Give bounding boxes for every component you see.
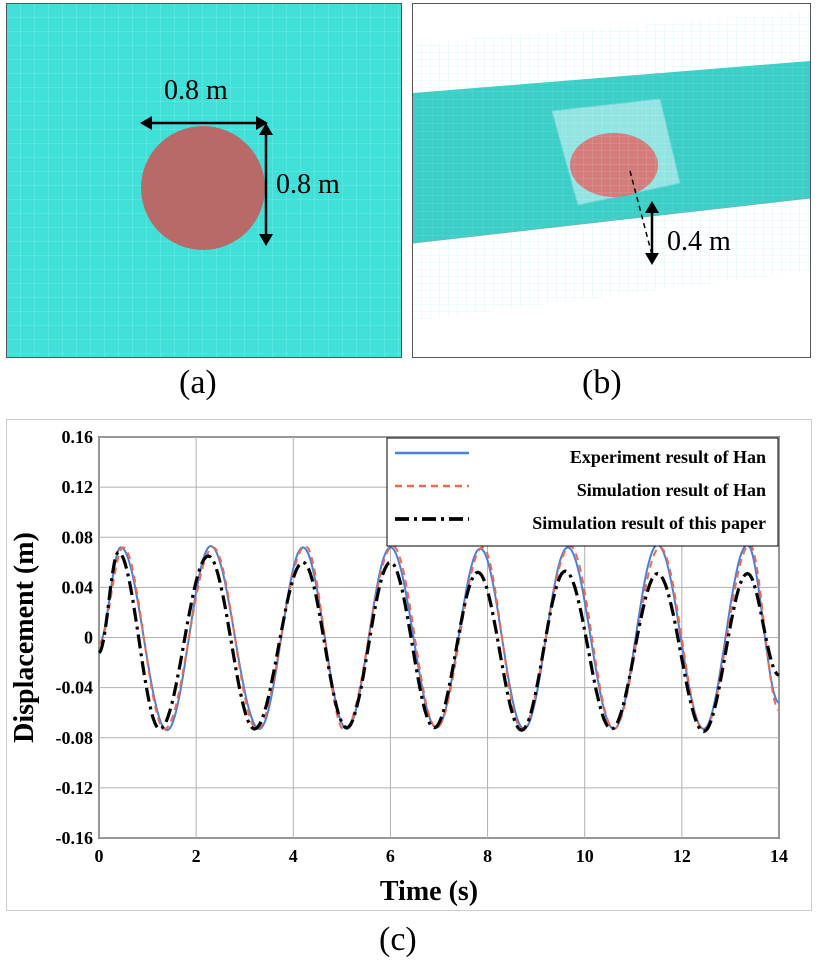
- x-tick-label: 0: [95, 846, 104, 866]
- legend-label: Simulation result of Han: [577, 480, 766, 500]
- x-tick-label: 10: [576, 846, 594, 866]
- depth-label: 0.4 m: [667, 226, 731, 257]
- width-label: 0.8 m: [164, 75, 228, 106]
- y-tick-label: 0.12: [62, 477, 94, 497]
- caption-c: (c): [379, 921, 417, 958]
- y-tick-label: 0: [84, 628, 93, 648]
- x-tick-label: 8: [483, 846, 492, 866]
- panel-b-figure: [412, 3, 811, 358]
- y-tick-label: 0.04: [62, 577, 94, 597]
- y-tick-label: -0.04: [56, 678, 94, 698]
- floating-body: [141, 126, 265, 250]
- series-line-2: [98, 543, 780, 732]
- panel-b: 0.4 m: [412, 3, 811, 358]
- panel-a-figure: [6, 3, 402, 358]
- y-tick-label: -0.12: [56, 778, 94, 798]
- x-tick-label: 12: [673, 846, 691, 866]
- x-tick-label: 6: [386, 846, 395, 866]
- y-tick-label: 0.08: [62, 527, 94, 547]
- panel-a: 0.8 m 0.8 m: [6, 3, 402, 358]
- y-tick-label: -0.16: [56, 828, 94, 848]
- arrow-head-bottom: [259, 234, 273, 246]
- top-mesh-band: [413, 11, 810, 93]
- x-tick-label: 2: [192, 846, 201, 866]
- legend-label: Simulation result of this paper: [532, 513, 766, 533]
- legend-label: Experiment result of Han: [570, 447, 766, 467]
- x-tick-label: 14: [770, 846, 788, 866]
- caption-a: (a): [179, 364, 217, 401]
- panel-c: 0 2 4 6 8 10 12 14 -0.16 -0.12 -0.08 -0.04 0 0.04 0.08…: [6, 419, 812, 911]
- y-tick-label: -0.08: [56, 728, 94, 748]
- y-axis-label: Displacement (m): [9, 532, 40, 743]
- arrow-head-left: [140, 116, 152, 130]
- legend-box: [386, 437, 779, 547]
- displacement-chart: 0 2 4 6 8 10 12 14 -0.16 -0.12 -0.08 -0.04 0 0.04 0.08…: [9, 427, 788, 907]
- y-tick-label: 0.16: [62, 427, 94, 447]
- bottom-mesh-band: [413, 198, 810, 321]
- x-axis-label: Time (s): [380, 876, 478, 907]
- series-line-3: [98, 550, 780, 734]
- height-label: 0.8 m: [276, 169, 340, 200]
- arrow-head-top: [259, 123, 273, 135]
- arrow-head-right: [256, 116, 268, 130]
- depth-leader: [629, 170, 653, 256]
- x-tick-label: 4: [289, 846, 298, 866]
- caption-b: (b): [582, 364, 622, 401]
